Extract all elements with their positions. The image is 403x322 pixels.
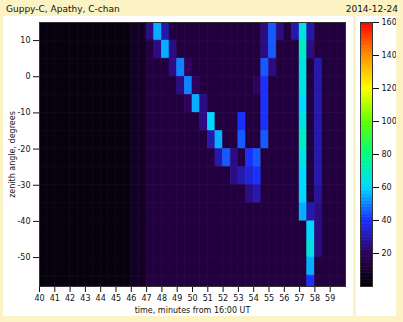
svg-text:55: 55 [264,294,274,303]
svg-text:50: 50 [187,294,197,303]
svg-text:160: 160 [382,18,397,27]
svg-text:-40: -40 [17,217,30,226]
svg-text:58: 58 [310,294,320,303]
svg-text:48: 48 [157,294,167,303]
svg-text:40: 40 [382,216,392,225]
svg-text:47: 47 [142,294,152,303]
svg-text:zenith angle, degrees: zenith angle, degrees [8,111,17,198]
svg-text:20: 20 [382,249,392,258]
svg-text:53: 53 [233,294,243,303]
svg-text:-50: -50 [17,253,30,262]
svg-text:57: 57 [295,294,305,303]
svg-text:-10: -10 [17,108,30,117]
svg-text:46: 46 [126,294,136,303]
svg-text:43: 43 [80,294,90,303]
svg-text:52: 52 [218,294,228,303]
svg-text:42: 42 [65,294,75,303]
svg-text:51: 51 [203,294,213,303]
svg-text:10: 10 [20,36,30,45]
svg-text:time, minutes from 16:00 UT: time, minutes from 16:00 UT [135,306,251,315]
svg-text:54: 54 [249,294,259,303]
svg-text:140: 140 [382,51,397,60]
svg-text:40: 40 [34,294,44,303]
svg-text:59: 59 [325,294,335,303]
svg-text:45: 45 [111,294,121,303]
svg-text:-30: -30 [17,181,30,190]
svg-text:44: 44 [96,294,106,303]
svg-text:-20: -20 [17,145,30,154]
svg-text:41: 41 [50,294,60,303]
svg-text:100: 100 [382,117,397,126]
svg-text:120: 120 [382,84,397,93]
svg-text:0: 0 [25,72,30,81]
svg-text:60: 60 [382,183,392,192]
html-text:2014-12-24: 2014-12-24 [345,4,398,14]
svg-text:80: 80 [382,150,392,159]
svg-text:49: 49 [172,294,182,303]
html-text:Guppy-C, Apathy, C-chan: Guppy-C, Apathy, C-chan [6,4,120,14]
svg-text:56: 56 [279,294,289,303]
